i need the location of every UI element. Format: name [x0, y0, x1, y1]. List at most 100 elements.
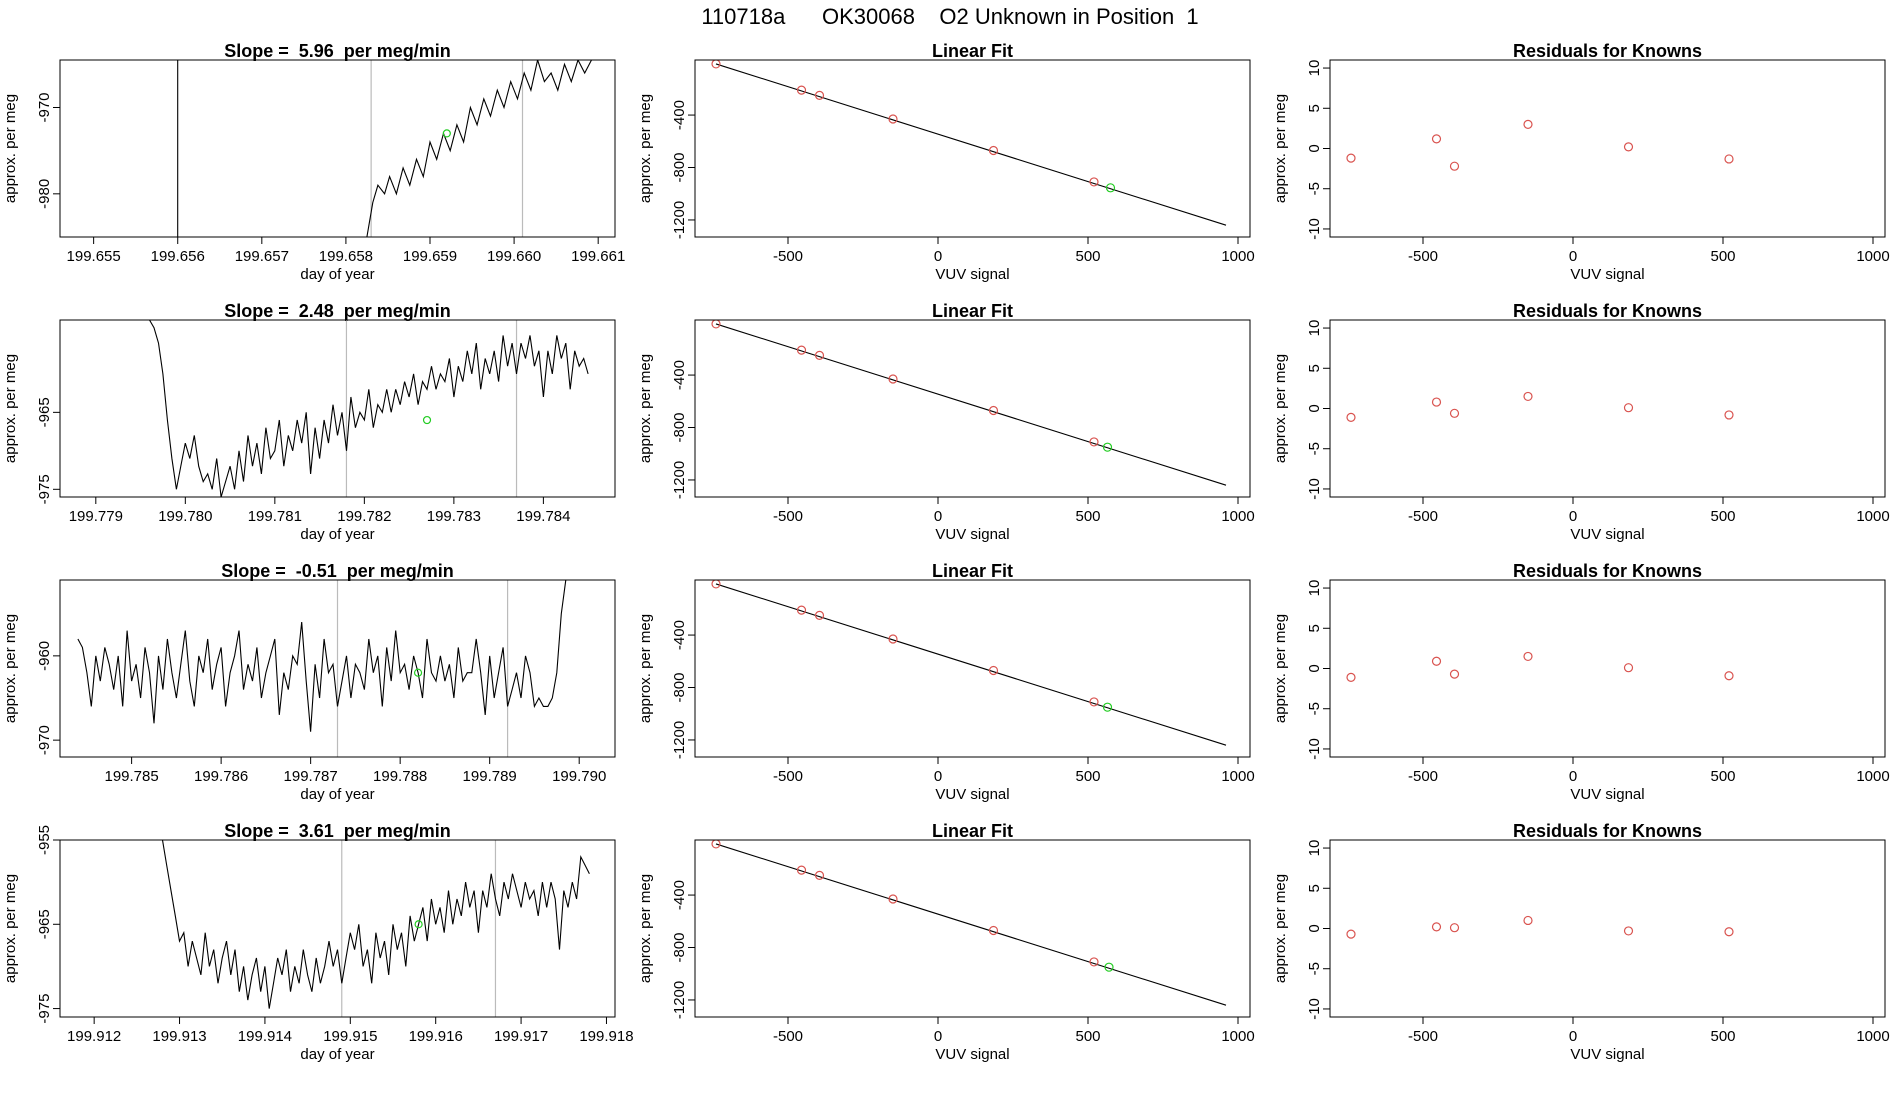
y-axis-label: approx. per meg [1272, 354, 1289, 463]
y-tick-label: 5 [1306, 624, 1323, 632]
x-tick-label: 199.915 [323, 1028, 377, 1045]
x-axis-label: VUV signal [935, 266, 1009, 283]
y-tick-label: -975 [36, 474, 53, 504]
x-tick-label: -500 [773, 508, 803, 525]
residual-point [1346, 412, 1356, 422]
x-tick-label: 199.790 [552, 768, 606, 785]
plot-frame [694, 839, 1251, 1018]
chart-title: Residuals for Knowns [1513, 41, 1702, 61]
plot-frame [59, 579, 616, 758]
chart-panel: Linear Fit -500 0 500 1000 -1200 -800 -400 VUV s… [637, 301, 1255, 543]
y-tick-label: 0 [1306, 664, 1323, 672]
y-axis-label: approx. per meg [1272, 94, 1289, 203]
unknown-point [413, 668, 423, 677]
x-axis-label: day of year [300, 1046, 374, 1063]
x-axis-label: VUV signal [935, 526, 1009, 543]
chart-title: Residuals for Knowns [1513, 561, 1702, 581]
x-axis-label: day of year [300, 526, 374, 543]
known-point [796, 85, 807, 95]
data-trace-line [161, 840, 590, 1009]
chart-panel: Slope = 5.96 per meg/min 199.655 199.656 19… [2, 41, 625, 283]
known-point [814, 350, 825, 360]
known-point [796, 865, 807, 875]
residual-point [1724, 671, 1734, 681]
x-tick-label: 199.789 [463, 768, 517, 785]
x-tick-label: 0 [1569, 508, 1577, 525]
plot-area [1346, 651, 1734, 682]
y-tick-label: -5 [1306, 182, 1323, 195]
known-point [711, 580, 721, 589]
known-point [796, 605, 807, 615]
residual-point [1623, 663, 1634, 673]
fit-line [715, 63, 1227, 226]
y-tick-label: 0 [1306, 924, 1323, 932]
x-tick-label: 199.788 [373, 768, 427, 785]
x-tick-label: 199.780 [158, 508, 212, 525]
y-tick-label: -1200 [671, 461, 688, 499]
y-tick-label: -10 [1306, 998, 1323, 1020]
y-axis-label: approx. per meg [2, 94, 19, 203]
chart-panel: Linear Fit -500 0 500 1000 -1200 -800 -400 VUV s… [637, 821, 1255, 1063]
residual-point [1523, 915, 1533, 926]
x-tick-label: 500 [1710, 508, 1735, 525]
plot-frame [1329, 579, 1886, 758]
y-axis-label: approx. per meg [2, 354, 19, 463]
x-axis-label: VUV signal [1570, 1046, 1644, 1063]
x-tick-label: -500 [773, 1028, 803, 1045]
residual-point [1346, 672, 1356, 682]
chart-title: Linear Fit [932, 821, 1013, 841]
chart-panel: Residuals for Knowns -500 0 500 1000 -10 -5 0 5 1… [1272, 301, 1890, 543]
y-tick-label: -5 [1306, 962, 1323, 975]
y-tick-label: -5 [1306, 442, 1323, 455]
known-point [988, 925, 999, 936]
known-point [988, 665, 999, 676]
residual-point [1431, 922, 1442, 932]
fit-line [715, 583, 1227, 746]
y-tick-label: -10 [1306, 218, 1323, 240]
plot-frame [1329, 319, 1886, 498]
residual-point [1724, 410, 1734, 420]
plot-area [711, 580, 1227, 746]
x-tick-label: 199.917 [494, 1028, 548, 1045]
chart-panel: Slope = -0.51 per meg/min 199.785 199.786 1… [2, 561, 616, 803]
y-tick-label: -965 [36, 397, 53, 427]
fit-line [715, 843, 1227, 1006]
y-tick-label: 0 [1306, 404, 1323, 412]
residual-point [1431, 134, 1442, 144]
unknown-point [1102, 702, 1113, 712]
y-tick-label: 10 [1306, 320, 1323, 337]
known-point [988, 145, 999, 156]
plot-frame [59, 59, 616, 238]
y-axis-label: approx. per meg [637, 614, 654, 723]
x-tick-label: 500 [1075, 768, 1100, 785]
known-point [1089, 437, 1099, 447]
plot-frame [59, 319, 616, 498]
residual-point [1449, 669, 1460, 679]
x-tick-label: 199.784 [516, 508, 570, 525]
data-trace-line [177, 60, 592, 237]
plot-area [77, 580, 571, 757]
data-trace-line [149, 320, 589, 497]
chart-title: Linear Fit [932, 561, 1013, 581]
x-tick-label: 0 [934, 1028, 942, 1045]
y-tick-label: -965 [36, 909, 53, 939]
chart-title: Residuals for Knowns [1513, 821, 1702, 841]
plot-frame [1329, 59, 1886, 238]
y-tick-label: -975 [36, 994, 53, 1024]
x-tick-label: 199.787 [284, 768, 338, 785]
y-tick-label: -1200 [671, 201, 688, 239]
y-tick-label: -955 [36, 825, 53, 855]
chart-title: Slope = -0.51 per meg/min [221, 561, 454, 581]
residual-point [1724, 927, 1734, 937]
x-tick-label: 500 [1710, 768, 1735, 785]
data-trace-line [77, 580, 571, 732]
plot-area [711, 840, 1227, 1006]
y-tick-label: -1200 [671, 721, 688, 759]
residual-point [1449, 923, 1460, 933]
x-tick-label: 1000 [1221, 768, 1254, 785]
x-tick-label: 199.914 [238, 1028, 292, 1045]
x-tick-label: 1000 [1221, 1028, 1254, 1045]
unknown-point [442, 129, 451, 138]
x-tick-label: 1000 [1221, 248, 1254, 265]
